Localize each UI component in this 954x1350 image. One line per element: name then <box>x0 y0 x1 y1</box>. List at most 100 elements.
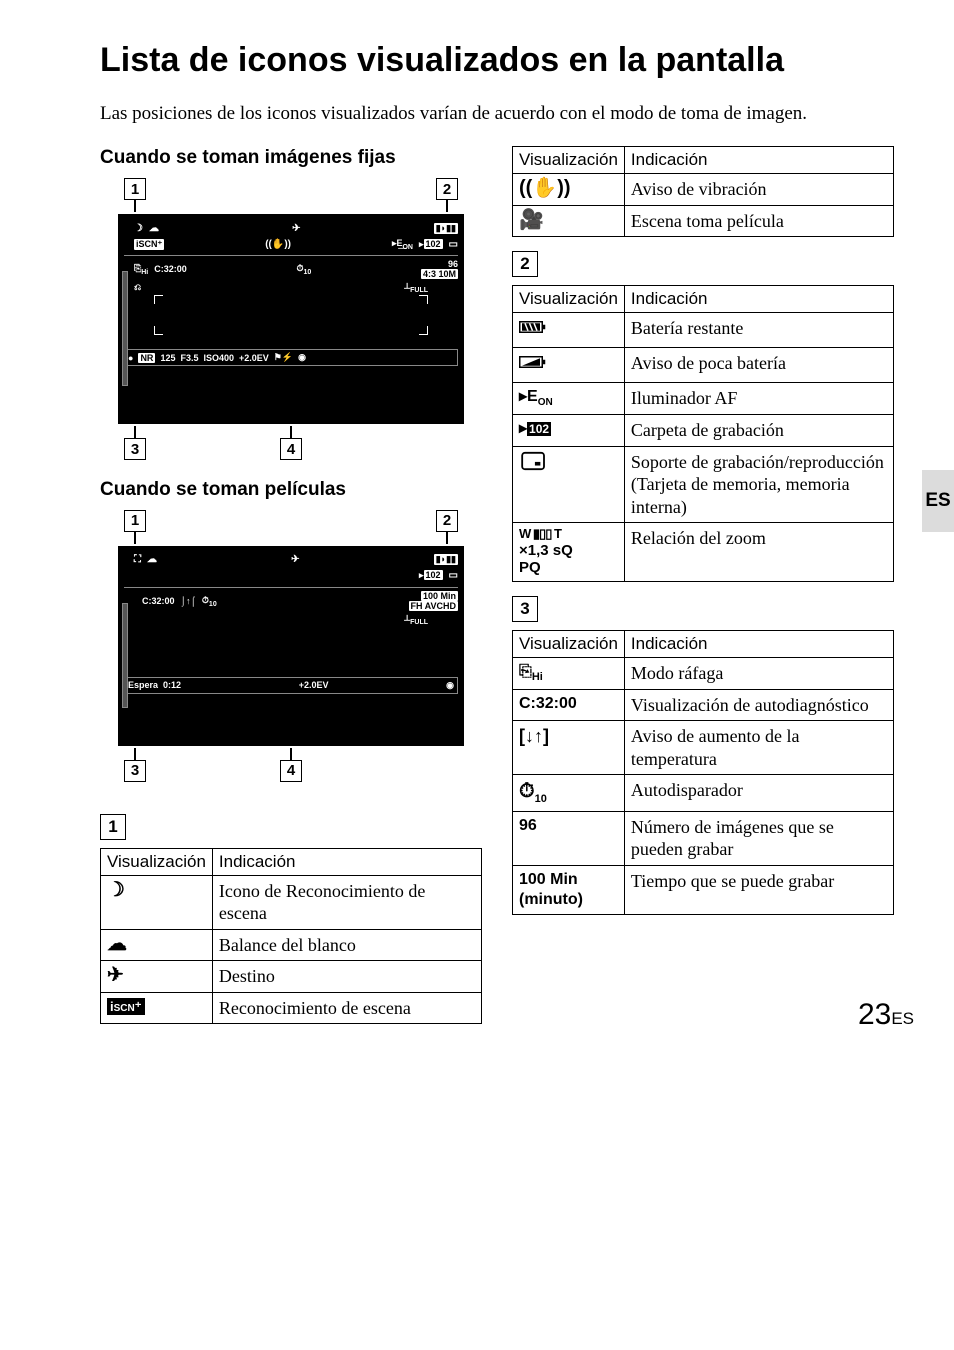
th-vis: Visualización <box>513 630 625 657</box>
section-num-2: 2 <box>512 251 538 277</box>
lcd-movies: ⛶☁✈ ▮◗▮▮ ▸102▭ C:32:00 ⌡↑⌠⏱10 100 MinFH … <box>118 546 464 746</box>
timer-icon: ⏱10 <box>519 780 547 802</box>
table-row: Soporte de grabación/reproducción (Tarje… <box>513 446 894 523</box>
right-column: Visualización Indicación ((✋)) Aviso de … <box>512 146 894 1024</box>
table-row: Aviso de poca batería <box>513 348 894 383</box>
callout-1: 1 <box>124 178 146 200</box>
cell-text: Autodisparador <box>624 775 893 812</box>
lcd-selfdiag: C:32:00 <box>154 264 187 274</box>
cell-text: Soporte de grabación/reproducción (Tarje… <box>624 446 893 523</box>
cloud-icon: ☁ <box>107 934 127 954</box>
table-row: [↓↑] Aviso de aumento de la temperatura <box>513 721 894 775</box>
cell-text: Batería restante <box>624 313 893 348</box>
language-tab: ES <box>922 470 954 532</box>
zoom-l2: PQ <box>519 559 618 576</box>
th-ind: Indicación <box>624 286 893 313</box>
th-ind: Indicación <box>212 848 481 875</box>
moviecam-icon: 🎥 <box>519 210 544 230</box>
cell-text: Iluminador AF <box>624 383 893 415</box>
lcd-count: 96 <box>448 259 458 269</box>
lcd-m-elapsed: 0:12 <box>163 680 181 690</box>
zoom-icon: W ▮▯▯ T ×1,3 sQ PQ <box>519 527 618 576</box>
cell-text: Tiempo que se puede grabar <box>624 865 893 914</box>
shake-icon: ((✋)) <box>519 178 571 198</box>
zoom-l1: ×1,3 sQ <box>519 542 618 559</box>
battery-full-icon <box>519 317 549 337</box>
table-row: ▸EON Iluminador AF <box>513 383 894 415</box>
heading-stills: Cuando se toman imágenes fijas <box>100 146 482 170</box>
table-row: W ▮▯▯ T ×1,3 sQ PQ Relación del zoom <box>513 523 894 581</box>
cell-text: Escena toma película <box>624 205 893 237</box>
cell-text: Reconocimiento de escena <box>212 992 481 1024</box>
callout-3: 3 <box>124 438 146 460</box>
cell-text: Relación del zoom <box>624 523 893 581</box>
th-vis: Visualización <box>101 848 213 875</box>
cell-text: Aviso de vibración <box>624 174 893 206</box>
lcd-m-selfdiag: C:32:00 <box>142 596 175 606</box>
intro-text: Las posiciones de los iconos visualizado… <box>100 101 894 127</box>
table-section-2: Visualización Indicación Batería restant… <box>512 285 894 581</box>
lcd-size: 4:3 10M <box>421 269 458 279</box>
lcd-fnum: F3.5 <box>180 353 198 363</box>
moon-icon: ☽ <box>107 880 125 900</box>
cell-text: Carpeta de grabación <box>624 415 893 447</box>
temp-icon: [↓↑] <box>519 726 549 746</box>
lcd-stills: ☽☁✈ ▮◗▮▮ iSCN⁺((✋)) ▸E͟ON▸102▭ ⎘Hi C:32:… <box>118 214 464 424</box>
folder-icon: ▸102 <box>519 420 551 437</box>
table-section-1b: Visualización Indicación ((✋)) Aviso de … <box>512 146 894 237</box>
table-row: C:32:00 Visualización de autodiagnóstico <box>513 689 894 721</box>
callout-4b: 4 <box>280 760 302 782</box>
lcd-m-time: 100 Min <box>421 591 458 601</box>
battery-low-icon <box>519 352 549 372</box>
page-title: Lista de iconos visualizados en la panta… <box>100 40 894 81</box>
heading-movies: Cuando se toman películas <box>100 478 482 502</box>
iscn-icon: iSCN⁺ <box>107 998 145 1015</box>
lcd-m-standby: Espera <box>128 680 158 690</box>
callout-4: 4 <box>280 438 302 460</box>
table-row: iSCN⁺ Reconocimiento de escena <box>101 992 482 1024</box>
table-header-row: Visualización Indicación <box>513 286 894 313</box>
table-row: Batería restante <box>513 313 894 348</box>
page-number: 23ES <box>858 998 914 1032</box>
table-row: ⏱10 Autodisparador <box>513 775 894 812</box>
rectime-icon: 100 Min (minuto) <box>519 871 583 908</box>
lcd-movies-block: 1 2 ⛶☁✈ ▮◗▮▮ ▸102▭ C:32:00 ⌡↑⌠⏱10 100 Mi… <box>100 510 482 782</box>
th-ind: Indicación <box>624 147 893 174</box>
table-section-1: Visualización Indicación ☽ Icono de Reco… <box>100 848 482 1025</box>
section-num-3: 3 <box>512 596 538 622</box>
cell-text: Destino <box>212 961 481 993</box>
table-row: ✈ Destino <box>101 961 482 993</box>
table-header-row: Visualización Indicación <box>513 147 894 174</box>
cell-text: Aviso de aumento de la temperatura <box>624 721 893 775</box>
cell-text: Balance del blanco <box>212 929 481 961</box>
page-number-main: 23 <box>858 998 891 1031</box>
lcd-movies-bottom: Espera 0:12 +2.0EV ◉ <box>124 677 458 694</box>
zoom-bar: W ▮▯▯ T <box>519 527 618 542</box>
cell-text: Modo ráfaga <box>624 657 893 689</box>
lcd-stills-bottom: ●NR 125 F3.5 ISO400 +2.0EV ⚑⚡◉ <box>124 349 458 366</box>
table-row: ☽ Icono de Reconocimiento de escena <box>101 875 482 929</box>
table-header-row: Visualización Indicación <box>513 630 894 657</box>
table-row: 96 Número de imágenes que se pueden grab… <box>513 811 894 865</box>
callout-2: 2 <box>436 178 458 200</box>
lcd-m-ev: +2.0EV <box>299 680 329 690</box>
th-vis: Visualización <box>513 147 625 174</box>
th-vis: Visualización <box>513 286 625 313</box>
left-column: Cuando se toman imágenes fijas 1 2 ☽☁✈ ▮… <box>100 146 482 1024</box>
callout-2b: 2 <box>436 510 458 532</box>
cell-text: Icono de Reconocimiento de escena <box>212 875 481 929</box>
plane-icon: ✈ <box>107 965 124 985</box>
table-section-3: Visualización Indicación ⎘Hi Modo ráfaga… <box>512 630 894 915</box>
th-ind: Indicación <box>624 630 893 657</box>
callout-3b: 3 <box>124 760 146 782</box>
table-row: ☁ Balance del blanco <box>101 929 482 961</box>
cell-text: Aviso de poca batería <box>624 348 893 383</box>
table-row: ▸102 Carpeta de grabación <box>513 415 894 447</box>
media-icon <box>519 451 549 471</box>
selfdiag-icon: C:32:00 <box>519 695 577 712</box>
lcd-stills-block: 1 2 ☽☁✈ ▮◗▮▮ iSCN⁺((✋)) ▸E͟ON▸102▭ ⎘Hi C… <box>100 178 482 460</box>
lcd-shutter: 125 <box>160 353 175 363</box>
lcd-ev: +2.0EV <box>239 353 269 363</box>
table-row: ⎘Hi Modo ráfaga <box>513 657 894 689</box>
lcd-iso: ISO400 <box>203 353 234 363</box>
